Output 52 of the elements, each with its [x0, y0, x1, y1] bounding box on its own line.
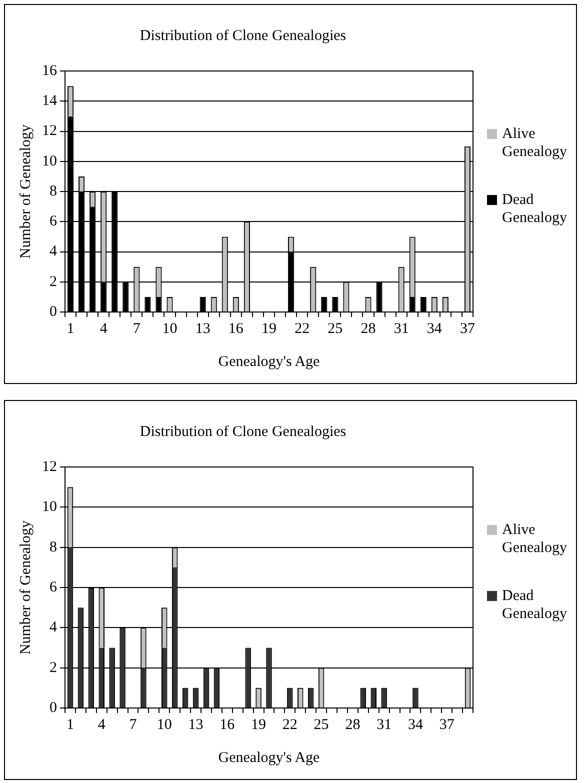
y-tick-label: 16	[42, 62, 58, 79]
y-tick-label: 2	[50, 660, 57, 676]
x-tick-label: 7	[129, 716, 138, 733]
y-tick-label: 10	[42, 153, 57, 170]
x-tick-label: 1	[66, 320, 74, 337]
x-tick-label: 31	[376, 716, 392, 733]
y-tick-label: 0	[50, 700, 57, 716]
x-tick-label: 25	[314, 716, 329, 733]
x-tick-label: 37	[439, 716, 455, 733]
x-tick-label: 13	[195, 320, 210, 337]
x-tick-label: 22	[294, 320, 310, 337]
y-tick-label: 0	[50, 304, 57, 320]
legend-label: Dead Genealogy	[502, 191, 568, 227]
x-tick-label: 19	[262, 320, 276, 337]
y-tick-label: 8	[50, 539, 57, 556]
x-tick-label: 28	[360, 320, 376, 337]
x-axis-title: Genealogy's Age	[218, 354, 320, 370]
legend-label: Alive Genealogy	[502, 125, 568, 161]
chart-title: Distribution of Clone Genealogies	[140, 424, 346, 440]
x-tick-label: 34	[408, 716, 424, 733]
y-tick-label: 6	[50, 214, 58, 230]
y-tick-label: 12	[42, 123, 57, 140]
x-tick-label: 7	[132, 320, 141, 337]
x-tick-label: 37	[460, 320, 476, 337]
legend-label: Dead Genealogy	[502, 587, 568, 623]
x-tick-label: 25	[328, 320, 343, 337]
y-tick-label: 6	[50, 579, 58, 596]
x-tick-label: 34	[426, 320, 442, 337]
x-tick-label: 4	[98, 716, 106, 733]
y-tick-label: 4	[50, 620, 58, 636]
x-tick-label: 13	[188, 716, 204, 733]
x-tick-label: 16	[228, 320, 244, 337]
y-tick-label: 10	[42, 499, 57, 516]
x-tick-label: 10	[162, 320, 178, 337]
y-axis-title: Number of Genealogy	[18, 124, 34, 259]
x-tick-label: 1	[66, 716, 74, 733]
y-tick-label: 12	[42, 458, 57, 475]
x-tick-label: 10	[156, 716, 172, 733]
y-tick-label: 4	[50, 244, 58, 260]
y-axis-title: Number of Genealogy	[18, 520, 34, 655]
x-tick-label: 22	[282, 716, 298, 733]
x-axis-title: Genealogy's Age	[218, 750, 320, 766]
y-tick-label: 14	[42, 93, 58, 110]
x-tick-label: 19	[251, 716, 266, 733]
x-tick-label: 28	[345, 716, 360, 733]
x-tick-label: 31	[394, 320, 409, 337]
y-tick-label: 8	[50, 183, 57, 200]
chart-title: Distribution of Clone Genealogies	[140, 28, 346, 44]
legend-label: Alive Genealogy	[502, 521, 568, 557]
x-tick-label: 16	[220, 716, 236, 733]
x-tick-label: 4	[100, 320, 108, 337]
y-tick-label: 2	[50, 274, 57, 290]
